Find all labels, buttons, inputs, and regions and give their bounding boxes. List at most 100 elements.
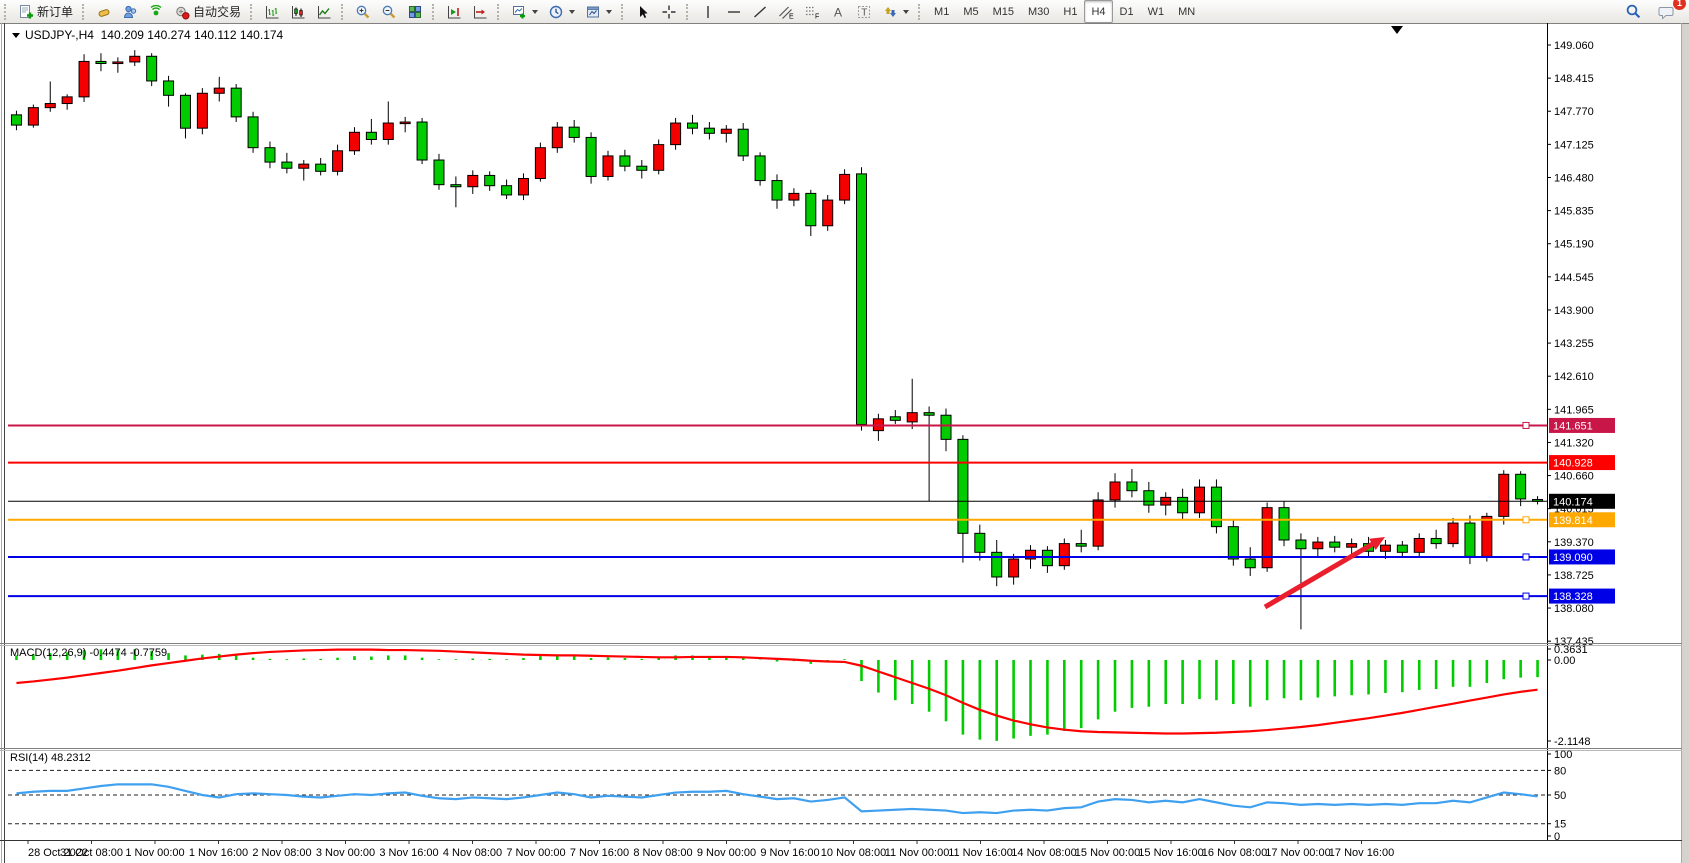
- svg-text:14 Nov 08:00: 14 Nov 08:00: [1011, 847, 1076, 859]
- channel-button[interactable]: E: [773, 0, 799, 23]
- svg-text:80: 80: [1554, 765, 1566, 777]
- horizontal-line-button[interactable]: [721, 0, 747, 23]
- shapes-button[interactable]: [877, 0, 914, 23]
- channel-icon: E: [779, 6, 794, 20]
- new-order-icon: [20, 4, 33, 18]
- rsi-indicator-label: RSI(14) 48.2312: [10, 752, 91, 764]
- autotrading-label: 自动交易: [193, 5, 242, 19]
- toolbar-grip: [621, 3, 628, 20]
- zoom-out-icon: [382, 5, 396, 18]
- line-handle[interactable]: [1522, 516, 1530, 524]
- cursor-button[interactable]: [630, 0, 656, 23]
- svg-text:9 Nov 16:00: 9 Nov 16:00: [760, 847, 819, 859]
- tile-windows-icon: [409, 5, 422, 18]
- svg-text:0: 0: [1554, 831, 1560, 843]
- data-window-icon: [124, 5, 137, 18]
- new-chart-button[interactable]: [506, 0, 543, 23]
- fibonacci-button[interactable]: F: [799, 0, 825, 23]
- svg-text:138.725: 138.725: [1554, 570, 1594, 582]
- fibo-suffix-glyph: F: [815, 13, 819, 20]
- svg-text:16 Nov 08:00: 16 Nov 08:00: [1202, 847, 1267, 859]
- symbol-dropdown-icon[interactable]: [12, 33, 20, 38]
- chevron-down-icon: [903, 9, 910, 14]
- data-window-button[interactable]: [117, 0, 143, 23]
- crosshair-button[interactable]: [656, 0, 682, 23]
- svg-text:138.328: 138.328: [1553, 591, 1593, 603]
- zoom-out-button[interactable]: [376, 0, 402, 23]
- svg-text:1 Nov 00:00: 1 Nov 00:00: [125, 847, 184, 859]
- svg-text:50: 50: [1554, 790, 1566, 802]
- market-watch-icon: [98, 8, 110, 17]
- line-chart-button[interactable]: [311, 0, 337, 23]
- svg-text:28 Oct 2022: 28 Oct 2022: [28, 847, 88, 859]
- period-button[interactable]: [543, 0, 580, 23]
- line-handle[interactable]: [1522, 592, 1530, 600]
- autotrading-icon: [176, 6, 190, 20]
- new-chart-icon: [513, 5, 526, 18]
- text-icon: A: [834, 5, 842, 19]
- label-tool-button[interactable]: T: [851, 0, 877, 23]
- toolbar-grip: [432, 3, 439, 20]
- chart-window: 149.060 148.415 147.770 147.125 146.480 145.8…: [0, 23, 1689, 863]
- timeframe-M5[interactable]: M5: [963, 5, 979, 18]
- timeframe-H1[interactable]: H1: [1063, 5, 1078, 18]
- svg-text:138.080: 138.080: [1554, 603, 1594, 615]
- vertical-line-button[interactable]: [695, 0, 721, 23]
- svg-text:139.090: 139.090: [1553, 552, 1593, 564]
- arrow-annotation[interactable]: [1263, 537, 1385, 610]
- timeframe-M15[interactable]: M15: [992, 5, 1014, 18]
- line-handle[interactable]: [1522, 421, 1530, 429]
- candlestick-chart-icon: [292, 5, 305, 18]
- template-button[interactable]: [580, 0, 617, 23]
- timeframe-H4[interactable]: H4: [1084, 0, 1113, 23]
- search-button[interactable]: [1620, 0, 1647, 23]
- timeframe-D1[interactable]: D1: [1119, 5, 1134, 18]
- notifications-button[interactable]: 1: [1653, 0, 1686, 23]
- macd-indicator-label: MACD(12,26,9) -0.4474 -0.7759: [10, 647, 168, 659]
- toolbar-grip: [918, 3, 925, 20]
- candlestick-chart-button[interactable]: [285, 0, 311, 23]
- timeframe-group: M1 M5 M15 M30 H1 H4 D1 W1 MN: [927, 0, 1202, 23]
- market-watch-button[interactable]: [91, 0, 117, 23]
- svg-text:147.125: 147.125: [1554, 139, 1594, 151]
- autotrading-button[interactable]: 自动交易: [169, 0, 246, 23]
- line-handle[interactable]: [1522, 553, 1530, 561]
- chart-shift-marker[interactable]: [1391, 26, 1403, 34]
- svg-text:139.370: 139.370: [1554, 537, 1594, 549]
- new-order-button[interactable]: 新订单: [13, 0, 78, 23]
- svg-text:0.00: 0.00: [1554, 655, 1575, 667]
- trendline-button[interactable]: [747, 0, 773, 23]
- navigator-button[interactable]: [143, 0, 169, 23]
- svg-text:141.965: 141.965: [1554, 404, 1594, 416]
- tile-windows-button[interactable]: [402, 0, 428, 23]
- timeframe-M30[interactable]: M30: [1028, 5, 1050, 18]
- svg-text:144.545: 144.545: [1554, 272, 1594, 284]
- chart-shift-icon: [448, 5, 461, 18]
- crosshair-icon: [662, 5, 676, 18]
- auto-scroll-button[interactable]: [467, 0, 493, 23]
- toolbar-grip: [82, 3, 89, 20]
- svg-text:17 Nov 00:00: 17 Nov 00:00: [1265, 847, 1330, 859]
- svg-text:149.060: 149.060: [1554, 40, 1594, 52]
- timeframe-W1[interactable]: W1: [1147, 5, 1165, 18]
- svg-text:2 Nov 08:00: 2 Nov 08:00: [252, 847, 311, 859]
- bar-chart-button[interactable]: [259, 0, 285, 23]
- svg-text:145.190: 145.190: [1554, 239, 1594, 251]
- toolbar-grip: [686, 3, 693, 20]
- svg-text:139.814: 139.814: [1553, 515, 1593, 527]
- text-tool-button[interactable]: A: [825, 0, 851, 23]
- label-icon: T: [858, 5, 871, 18]
- navigator-icon: [150, 4, 162, 15]
- svg-text:141.651: 141.651: [1553, 420, 1593, 432]
- zoom-in-icon: [356, 5, 370, 18]
- timeframe-M1[interactable]: M1: [934, 5, 950, 18]
- shapes-icon: [885, 6, 897, 17]
- chart-canvas[interactable]: 149.060 148.415 147.770 147.125 146.480 145.8…: [0, 23, 1689, 863]
- chart-shift-button[interactable]: [441, 0, 467, 23]
- zoom-in-button[interactable]: [350, 0, 376, 23]
- timeframe-MN[interactable]: MN: [1178, 5, 1196, 18]
- svg-text:8 Nov 08:00: 8 Nov 08:00: [633, 847, 692, 859]
- toolbar: 新订单 自动交易: [0, 0, 1689, 24]
